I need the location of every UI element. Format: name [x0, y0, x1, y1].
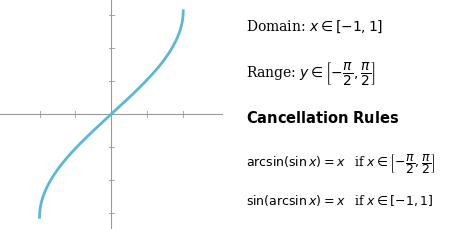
Text: $\arcsin(\sin x) = x\;\;$ if $x \in \left[-\dfrac{\pi}{2},\dfrac{\pi}{2}\right]$: $\arcsin(\sin x) = x\;\;$ if $x \in \lef…: [246, 151, 436, 175]
Text: $\mathbf{Cancellation\ Rules}$: $\mathbf{Cancellation\ Rules}$: [246, 110, 400, 126]
Text: Range: $y \in \left[-\dfrac{\pi}{2},\dfrac{\pi}{2}\right]$: Range: $y \in \left[-\dfrac{\pi}{2},\dfr…: [246, 60, 376, 86]
Text: Domain: $x \in [-1, 1]$: Domain: $x \in [-1, 1]$: [246, 18, 383, 35]
Text: $\sin(\arcsin x) = x\;\;$ if $x \in [-1, 1]$: $\sin(\arcsin x) = x\;\;$ if $x \in [-1,…: [246, 192, 434, 207]
